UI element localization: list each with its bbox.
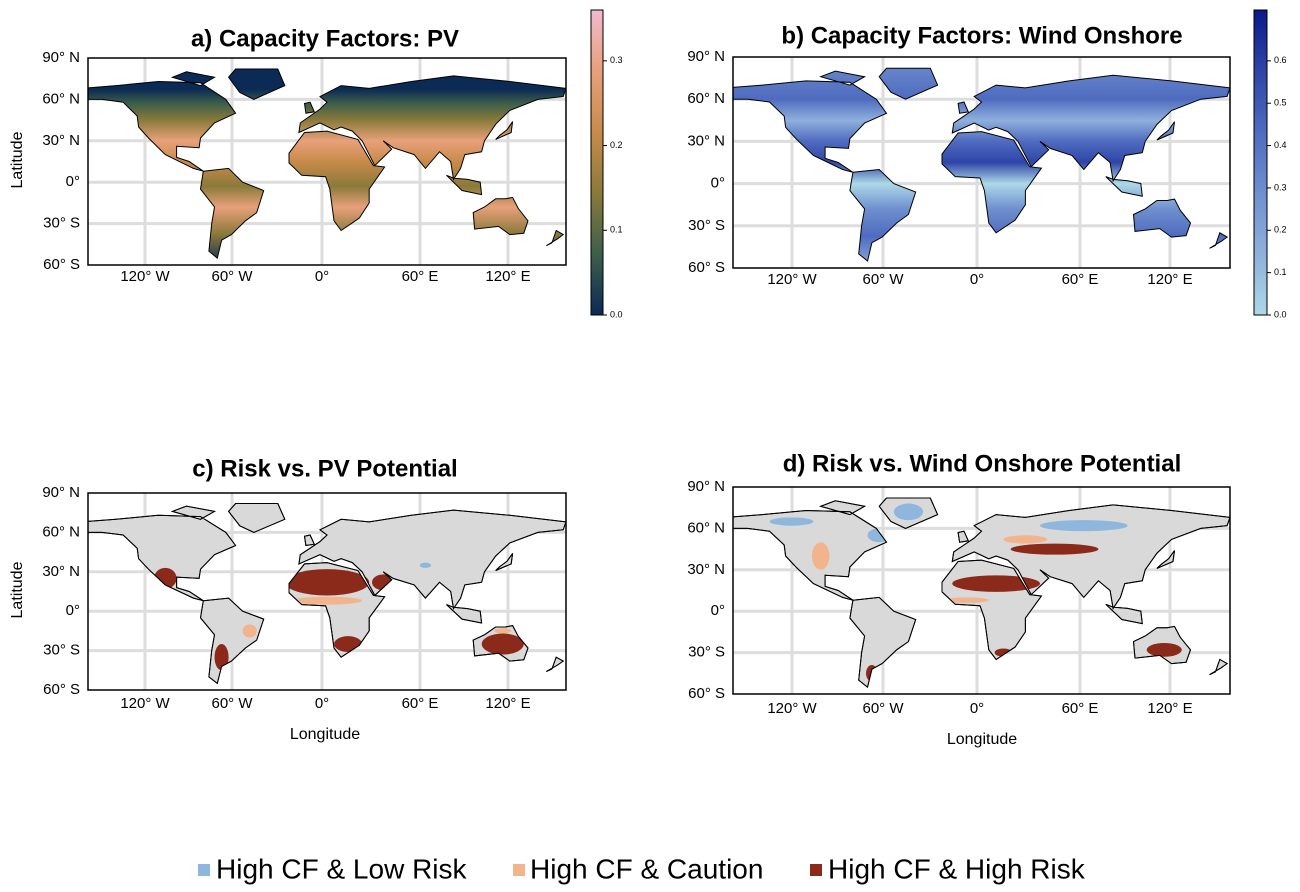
lat-label: 30° S: [43, 642, 80, 659]
lat-label: 90° N: [42, 484, 80, 501]
lat-label: 90° N: [687, 48, 725, 65]
lon-label: 60° E: [402, 268, 439, 285]
lon-label: 0°: [315, 695, 329, 712]
lat-label: 60° S: [43, 681, 80, 698]
risk-area: [770, 517, 814, 525]
risk-area: [1011, 544, 1099, 555]
colorbar: [591, 10, 603, 315]
risk-area: [243, 624, 257, 637]
lat-label: 0°: [711, 175, 725, 192]
panel-title: a) Capacity Factors: PV: [191, 25, 459, 52]
risk-area: [292, 597, 362, 605]
lat-label: 60° N: [42, 90, 80, 107]
legend-swatch: [810, 864, 822, 876]
legend-label: High CF & Caution: [530, 853, 763, 884]
risk-area: [1003, 535, 1047, 543]
panel-title: c) Risk vs. PV Potential: [192, 455, 457, 482]
colorbar-tick-label: 0.2: [1274, 225, 1287, 235]
lon-label: 60° E: [402, 695, 439, 712]
colorbar-tick-label: 0.0: [610, 309, 623, 319]
lat-label: 0°: [66, 602, 80, 619]
colorbar-tick-label: 0.0: [1274, 309, 1287, 319]
figure: a) Capacity Factors: PV 90° N 60° N 30° N 0°…: [0, 0, 1300, 887]
lat-label: 60° N: [42, 523, 80, 540]
x-axis-label: Longitude: [290, 726, 360, 743]
colorbar-tick-label: 0.4: [1274, 140, 1287, 150]
lon-label: 120° E: [1147, 700, 1192, 717]
lat-label: 30° N: [687, 561, 725, 578]
lat-label: 60° N: [687, 90, 725, 107]
risk-area: [812, 542, 830, 570]
map: [81, 493, 566, 690]
colorbar: [1254, 10, 1267, 315]
lon-label: 120° W: [120, 268, 170, 285]
colorbar-tick-label: 0.6: [1274, 55, 1287, 65]
lon-label: 0°: [315, 268, 329, 285]
lon-label: 120° W: [120, 695, 170, 712]
lat-label: 0°: [66, 173, 80, 190]
x-axis-label: Longitude: [947, 731, 1017, 748]
lon-label: 120° E: [1147, 271, 1192, 288]
lon-label: 0°: [970, 700, 984, 717]
lat-label: 60° S: [688, 259, 725, 276]
lon-label: 60° E: [1062, 271, 1099, 288]
lat-label: 30° S: [688, 644, 725, 661]
lat-label: 30° S: [43, 215, 80, 232]
risk-area: [420, 563, 431, 568]
y-axis-label: Latitude: [9, 131, 26, 188]
lon-label: 0°: [970, 271, 984, 288]
colorbar-tick-label: 0.3: [610, 55, 623, 65]
colorbar-tick-label: 0.3: [1274, 182, 1287, 192]
lat-label: 90° N: [687, 478, 725, 495]
colorbar-tick-label: 0.1: [610, 225, 623, 235]
colorbar-tick-label: 0.2: [610, 140, 623, 150]
lat-label: 90° N: [42, 49, 80, 66]
risk-area: [1040, 520, 1128, 531]
legend-label: High CF & High Risk: [828, 853, 1086, 884]
colorbar-tick-label: 0.1: [1274, 267, 1287, 277]
map: [726, 487, 1230, 694]
lon-label: 60° W: [862, 700, 904, 717]
lon-label: 60° E: [1062, 700, 1099, 717]
lat-label: 30° S: [688, 217, 725, 234]
lon-label: 60° W: [211, 695, 253, 712]
risk-area: [894, 504, 923, 521]
lon-label: 120° W: [767, 700, 817, 717]
y-axis-label: Latitude: [9, 561, 26, 618]
lon-label: 60° W: [211, 268, 253, 285]
lat-label: 30° N: [42, 563, 80, 580]
panel-title: b) Capacity Factors: Wind Onshore: [781, 22, 1182, 49]
risk-area: [494, 628, 511, 633]
lon-label: 120° E: [485, 268, 530, 285]
risk-area: [482, 634, 524, 655]
lat-label: 60° N: [687, 519, 725, 536]
lat-label: 0°: [711, 602, 725, 619]
lat-label: 30° N: [42, 132, 80, 149]
map: [726, 57, 1230, 268]
legend-swatch: [513, 864, 525, 876]
risk-area: [1147, 643, 1182, 657]
lon-label: 120° E: [485, 695, 530, 712]
legend-swatch: [198, 864, 210, 876]
panel-title: d) Risk vs. Wind Onshore Potential: [783, 450, 1182, 477]
lat-label: 60° S: [688, 685, 725, 702]
legend-label: High CF & Low Risk: [216, 853, 468, 884]
lat-label: 30° N: [687, 132, 725, 149]
map: [81, 58, 566, 265]
colorbar-tick-label: 0.5: [1274, 98, 1287, 108]
lon-label: 120° W: [767, 271, 817, 288]
lon-label: 60° W: [862, 271, 904, 288]
lat-label: 60° S: [43, 256, 80, 273]
